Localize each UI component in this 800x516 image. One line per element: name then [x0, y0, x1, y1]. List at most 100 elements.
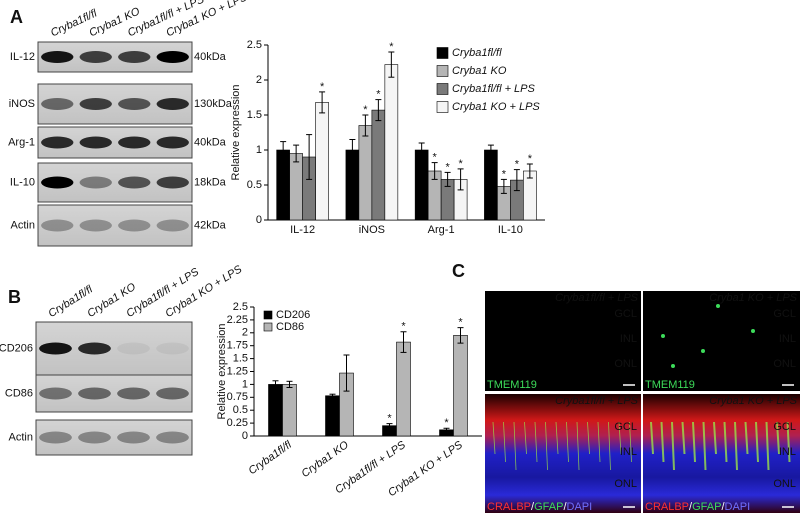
microglia [661, 334, 665, 338]
bar [484, 149, 498, 221]
blot-band [79, 219, 112, 232]
error-bar [306, 134, 313, 180]
significance-mark: * [502, 168, 507, 180]
blot-band [156, 136, 189, 149]
layer-label: ONL [773, 358, 796, 370]
y-tick-label: 1 [242, 378, 248, 390]
blot-band [78, 342, 111, 355]
x-tick-label: Arg-1 [428, 224, 455, 236]
blot-band [156, 342, 189, 355]
error-bar [349, 139, 356, 161]
y-axis-label: Relative expression [216, 324, 228, 420]
gfap-fiber [503, 421, 506, 463]
legend-label: Cryba1fl/fl + LPS [452, 83, 536, 95]
bar [396, 341, 411, 437]
x-tick-label: iNOS [359, 224, 385, 236]
layer-label: GCL [773, 421, 796, 433]
significance-mark: * [432, 152, 437, 164]
legend-label: Cryba1 KO [452, 65, 507, 77]
stain-part: TMEM119 [487, 379, 537, 391]
gfap-fiber [713, 421, 717, 455]
error-bar [400, 331, 407, 353]
blot-band [78, 431, 111, 444]
blot-row-label: IL-12 [10, 51, 35, 63]
error-bar [526, 163, 533, 179]
panel-letter: C [452, 261, 465, 281]
stain-part: CRALBP [487, 501, 531, 513]
micrograph-title: Cryba1fl/fl + LPS [555, 395, 639, 407]
micrograph-title: Cryba1 KO + LPS [709, 292, 797, 304]
gfap-fiber [681, 421, 686, 455]
blot-size-label: 40kDa [194, 136, 227, 148]
bar [414, 149, 429, 221]
gfap-fiber [492, 421, 496, 455]
error-bar [444, 171, 451, 187]
error-bar [286, 380, 293, 388]
stain-part: / [689, 501, 693, 513]
blot-band [118, 219, 151, 232]
panel-letter: B [8, 287, 21, 307]
gfap-fiber [723, 421, 728, 463]
gfap-fiber [776, 421, 780, 455]
stain-label: CRALBP/GFAP/DAPI [487, 501, 592, 513]
blot-band [41, 176, 74, 189]
significance-mark: * [320, 81, 325, 93]
stain-part: / [531, 501, 535, 513]
blot-band [118, 136, 151, 149]
error-bar [418, 142, 425, 158]
significance-mark: * [528, 153, 533, 165]
bar [268, 384, 283, 437]
blot-band [41, 98, 74, 110]
y-tick-label: 0.5 [233, 404, 248, 416]
error-bar [386, 423, 393, 429]
gfap-fiber [702, 421, 707, 471]
blot-size-label: 40kDa [194, 51, 227, 63]
gfap-fiber [660, 421, 665, 463]
gfap-fiber [671, 421, 675, 471]
gfap-fiber [597, 421, 601, 463]
gfap-fiber [692, 421, 696, 463]
stain-part: TMEM119 [645, 379, 695, 391]
error-bar [343, 354, 350, 392]
gfap-fiber [755, 421, 759, 463]
legend-swatch [436, 101, 449, 113]
blot-band [41, 219, 74, 232]
significance-mark: * [376, 89, 381, 101]
blot-band [118, 98, 151, 110]
blot-band [78, 387, 111, 400]
error-bar [319, 91, 326, 114]
blot-band [117, 431, 150, 444]
blot-band [117, 387, 150, 400]
blot-row-label: IL-10 [10, 176, 35, 188]
gfap-fiber [524, 421, 527, 455]
blot-band [79, 136, 112, 149]
significance-mark: * [401, 321, 406, 333]
stain-part: DAPI [567, 501, 593, 513]
gfap-fiber [608, 421, 611, 471]
gfap-fiber [765, 421, 770, 471]
blot-band [156, 219, 189, 232]
blot-row-label: CD86 [5, 387, 33, 399]
gfap-fiber [618, 421, 622, 455]
blot-band [79, 98, 112, 110]
y-tick-label: 2 [242, 327, 248, 339]
blot-row-label: iNOS [9, 98, 35, 110]
gfap-fiber [629, 421, 632, 463]
microglia [751, 329, 755, 333]
error-bar [272, 380, 279, 389]
legend-label: CD206 [276, 309, 310, 321]
y-tick-label: 2.5 [233, 301, 248, 313]
blot-row-label: CD206 [0, 342, 33, 354]
gfap-fiber [744, 421, 749, 455]
layer-label: INL [620, 446, 637, 458]
blot-band [156, 387, 189, 400]
y-axis-label: Relative expression [230, 85, 242, 181]
layer-label: ONL [614, 478, 637, 490]
significance-mark: * [458, 317, 463, 329]
significance-mark: * [363, 104, 368, 116]
gfap-fiber [576, 421, 580, 471]
legend-swatch [263, 322, 273, 332]
micrograph [643, 291, 800, 391]
error-bar [457, 327, 464, 344]
